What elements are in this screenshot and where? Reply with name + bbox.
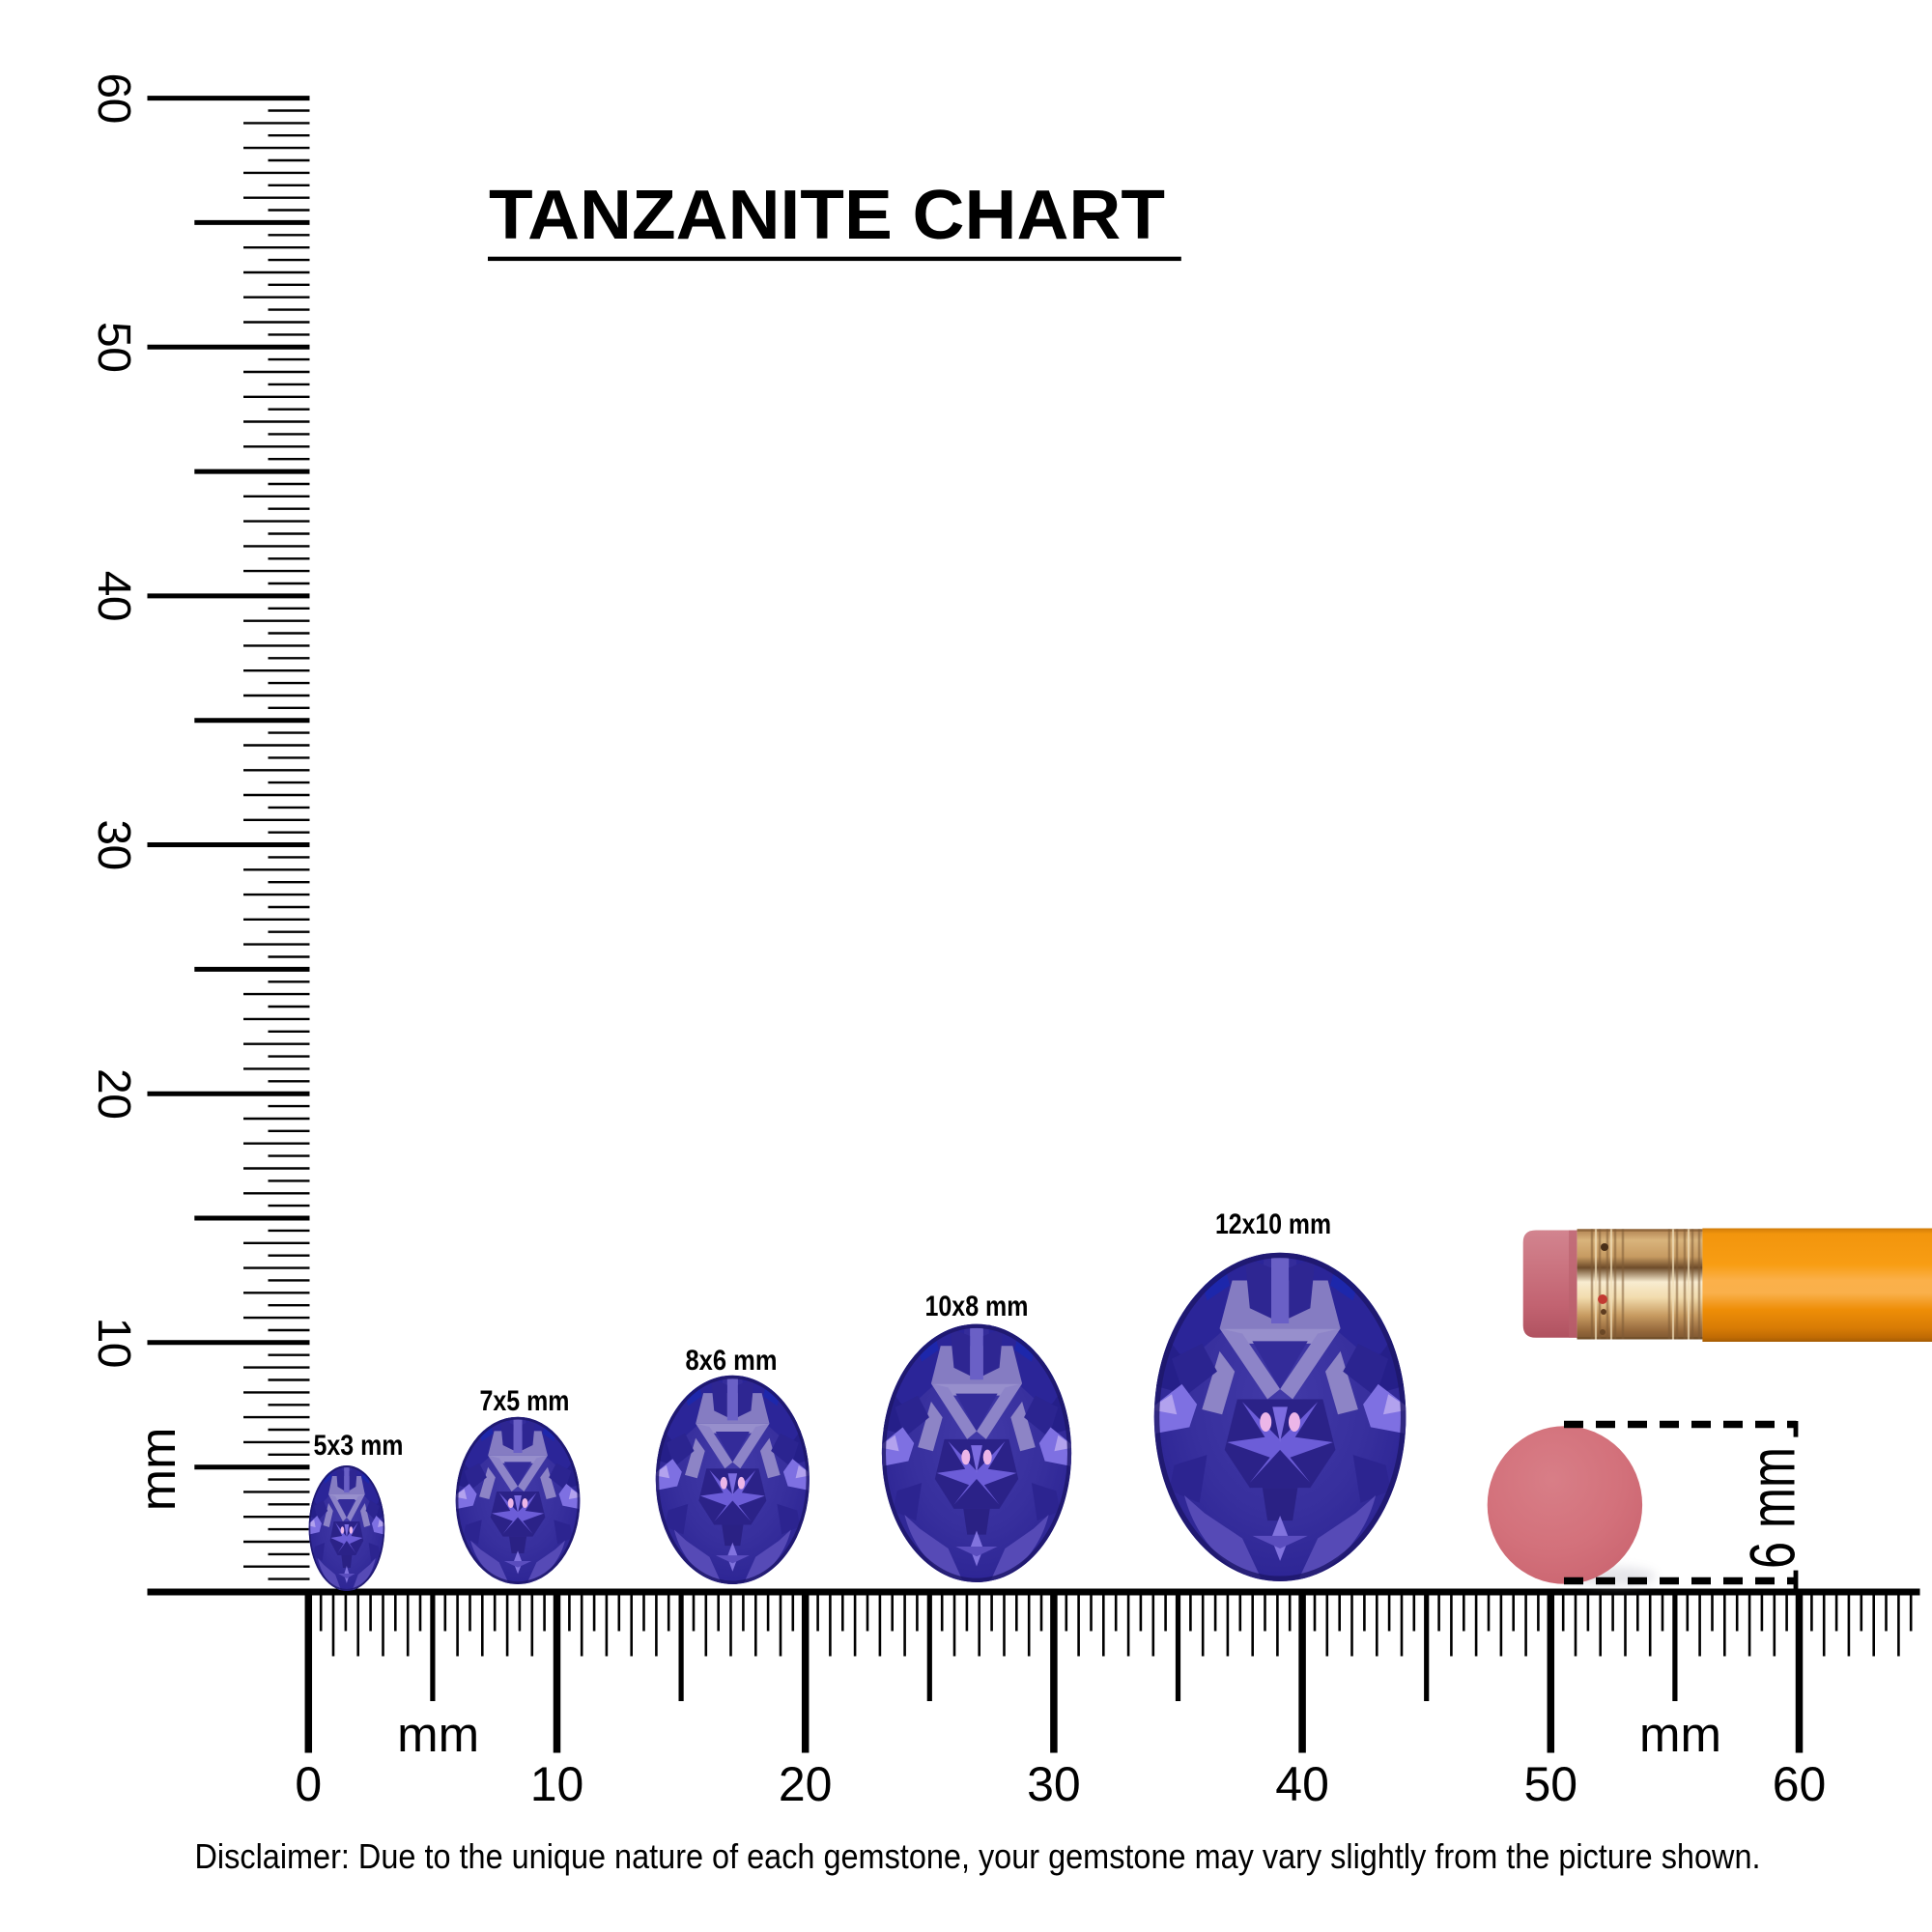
svg-text:20: 20	[88, 1068, 139, 1119]
svg-text:10: 10	[530, 1757, 584, 1811]
svg-text:7x5 mm: 7x5 mm	[480, 1385, 570, 1417]
svg-text:30: 30	[88, 819, 139, 869]
svg-text:10x8 mm: 10x8 mm	[925, 1291, 1029, 1322]
svg-text:8x6 mm: 8x6 mm	[686, 1345, 778, 1377]
svg-text:50: 50	[88, 322, 139, 372]
svg-text:mm: mm	[130, 1428, 186, 1512]
svg-text:60: 60	[1773, 1757, 1827, 1811]
svg-text:30: 30	[1027, 1757, 1081, 1811]
svg-text:50: 50	[1523, 1757, 1577, 1811]
svg-text:40: 40	[1275, 1757, 1329, 1811]
svg-text:0: 0	[295, 1757, 322, 1811]
svg-text:6 mm: 6 mm	[1737, 1447, 1808, 1569]
svg-text:mm: mm	[397, 1707, 479, 1762]
svg-text:60: 60	[88, 72, 139, 123]
svg-text:Disclaimer: Due to the unique: Disclaimer: Due to the unique nature of …	[195, 1836, 1761, 1876]
svg-text:mm: mm	[1639, 1707, 1721, 1762]
svg-text:5x3 mm: 5x3 mm	[314, 1430, 404, 1462]
svg-text:20: 20	[779, 1757, 833, 1811]
svg-text:10: 10	[88, 1318, 139, 1368]
svg-text:TANZANITE CHART: TANZANITE CHART	[489, 177, 1165, 254]
svg-text:40: 40	[88, 571, 139, 621]
svg-text:12x10 mm: 12x10 mm	[1215, 1208, 1331, 1240]
